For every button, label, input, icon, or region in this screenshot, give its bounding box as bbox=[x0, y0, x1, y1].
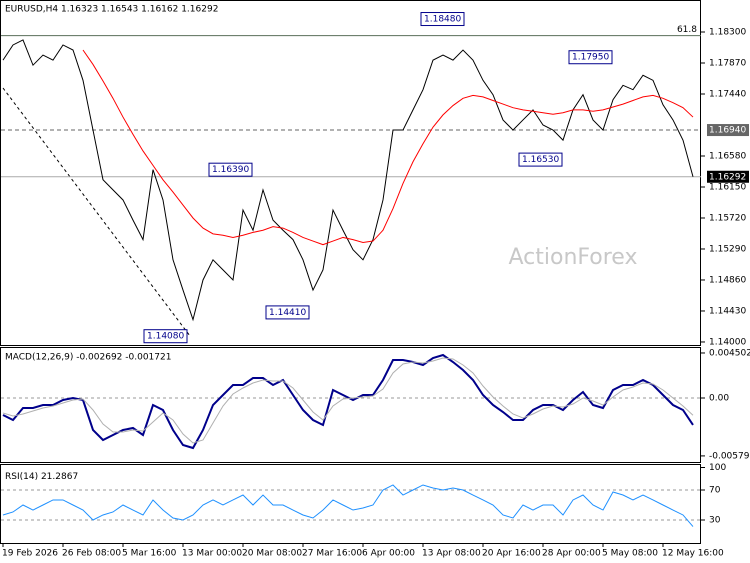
x-tick-label: 13 Apr 08:00 bbox=[422, 549, 481, 559]
series-line bbox=[2, 357, 694, 444]
annotation-box bbox=[568, 50, 613, 65]
trend-line bbox=[2, 87, 191, 337]
annotation-box bbox=[265, 305, 310, 320]
y-tick-label: 1.16580 bbox=[709, 151, 746, 161]
y-tick-label: -0.005791 bbox=[709, 451, 750, 461]
y-tick-label: 70 bbox=[709, 486, 721, 496]
series-line bbox=[82, 49, 694, 246]
level-name: 61.8 bbox=[677, 25, 697, 35]
annotation-box bbox=[518, 152, 563, 167]
y-tick-label: 1.16150 bbox=[709, 182, 746, 192]
price-box bbox=[707, 124, 749, 137]
annotation-label: 1.17950 bbox=[572, 53, 609, 63]
x-tick-label: 12 May 16:00 bbox=[662, 549, 724, 559]
rsi-panel bbox=[0, 464, 701, 544]
annotation-label: 1.18480 bbox=[424, 15, 461, 25]
x-tick-label: 13 Mar 00:00 bbox=[182, 549, 242, 559]
annotation-label: 1.16390 bbox=[212, 165, 249, 175]
y-tick-label: 1.14000 bbox=[709, 337, 746, 347]
annotation-label: 1.14410 bbox=[269, 308, 306, 318]
annotation-label: 1.14080 bbox=[147, 332, 184, 342]
y-tick-label: 0.004502 bbox=[709, 348, 750, 358]
x-tick-label: 28 Apr 00:00 bbox=[542, 549, 601, 559]
annotation-box bbox=[143, 329, 188, 344]
x-tick-label: 20 Apr 16:00 bbox=[482, 549, 541, 559]
y-tick-label: 1.14430 bbox=[709, 306, 746, 316]
x-tick-label: 27 Mar 16:00 bbox=[302, 549, 362, 559]
annotation-box bbox=[208, 162, 253, 177]
panel-title: MACD(12,26,9) -0.002692 -0.001721 bbox=[5, 353, 171, 363]
x-tick-label: 19 Feb 2026 bbox=[2, 549, 58, 559]
panel-title: EURUSD,H4 1.16323 1.16543 1.16162 1.1629… bbox=[5, 5, 218, 15]
series-line bbox=[2, 353, 694, 450]
price-panel bbox=[0, 0, 701, 346]
annotation-box bbox=[420, 12, 465, 27]
watermark: ActionForex bbox=[509, 245, 638, 270]
panel-title: RSI(14) 21.2867 bbox=[5, 472, 78, 482]
price-label: 1.16940 bbox=[709, 126, 746, 136]
y-tick-label: 30 bbox=[709, 516, 721, 526]
x-tick-label: 20 Mar 08:00 bbox=[242, 549, 302, 559]
annotation-label: 1.16530 bbox=[522, 155, 559, 165]
y-tick-label: 1.15290 bbox=[709, 244, 746, 254]
y-tick-label: 1.17440 bbox=[709, 89, 746, 99]
y-tick-label: 1.17870 bbox=[709, 59, 746, 69]
price-label: 1.16292 bbox=[709, 172, 746, 182]
y-tick-label: 100 bbox=[709, 463, 726, 473]
macd-panel bbox=[0, 347, 701, 463]
y-tick-label: 1.14860 bbox=[709, 275, 746, 285]
x-tick-label: 26 Feb 08:00 bbox=[62, 549, 121, 559]
x-tick-label: 5 May 08:00 bbox=[602, 549, 658, 559]
x-tick-label: 6 Apr 00:00 bbox=[362, 549, 415, 559]
y-tick-label: 1.15720 bbox=[709, 213, 746, 223]
series-line bbox=[2, 484, 694, 527]
x-tick-label: 5 Mar 16:00 bbox=[122, 549, 177, 559]
y-tick-label: 1.18300 bbox=[709, 28, 746, 38]
series-line bbox=[2, 39, 694, 322]
price-box bbox=[707, 170, 749, 183]
y-tick-label: 0.00 bbox=[709, 394, 729, 404]
